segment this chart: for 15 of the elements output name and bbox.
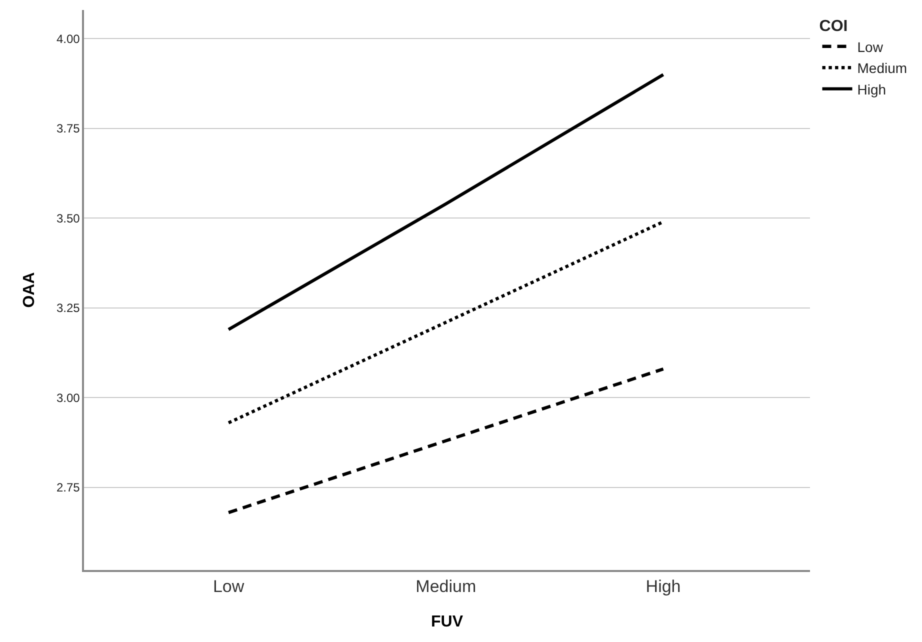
x-axis-title: FUV <box>431 613 464 630</box>
x-tick-label: High <box>646 577 681 596</box>
y-tick-label: 3.50 <box>56 211 80 226</box>
x-tick-label: Medium <box>416 577 476 596</box>
y-tick-label: 2.75 <box>56 480 80 495</box>
y-axis-title: OAA <box>20 272 38 308</box>
legend-label: Low <box>857 38 884 55</box>
y-tick-label: 3.25 <box>56 301 80 316</box>
legend-label: Medium <box>857 60 908 76</box>
y-tick-label: 4.00 <box>56 32 80 46</box>
legend-title: COI <box>819 18 848 35</box>
y-tick-label: 3.00 <box>56 390 80 405</box>
y-tick-label: 3.75 <box>56 122 80 136</box>
x-tick-label: Low <box>212 577 245 596</box>
legend-label: High <box>857 81 886 98</box>
